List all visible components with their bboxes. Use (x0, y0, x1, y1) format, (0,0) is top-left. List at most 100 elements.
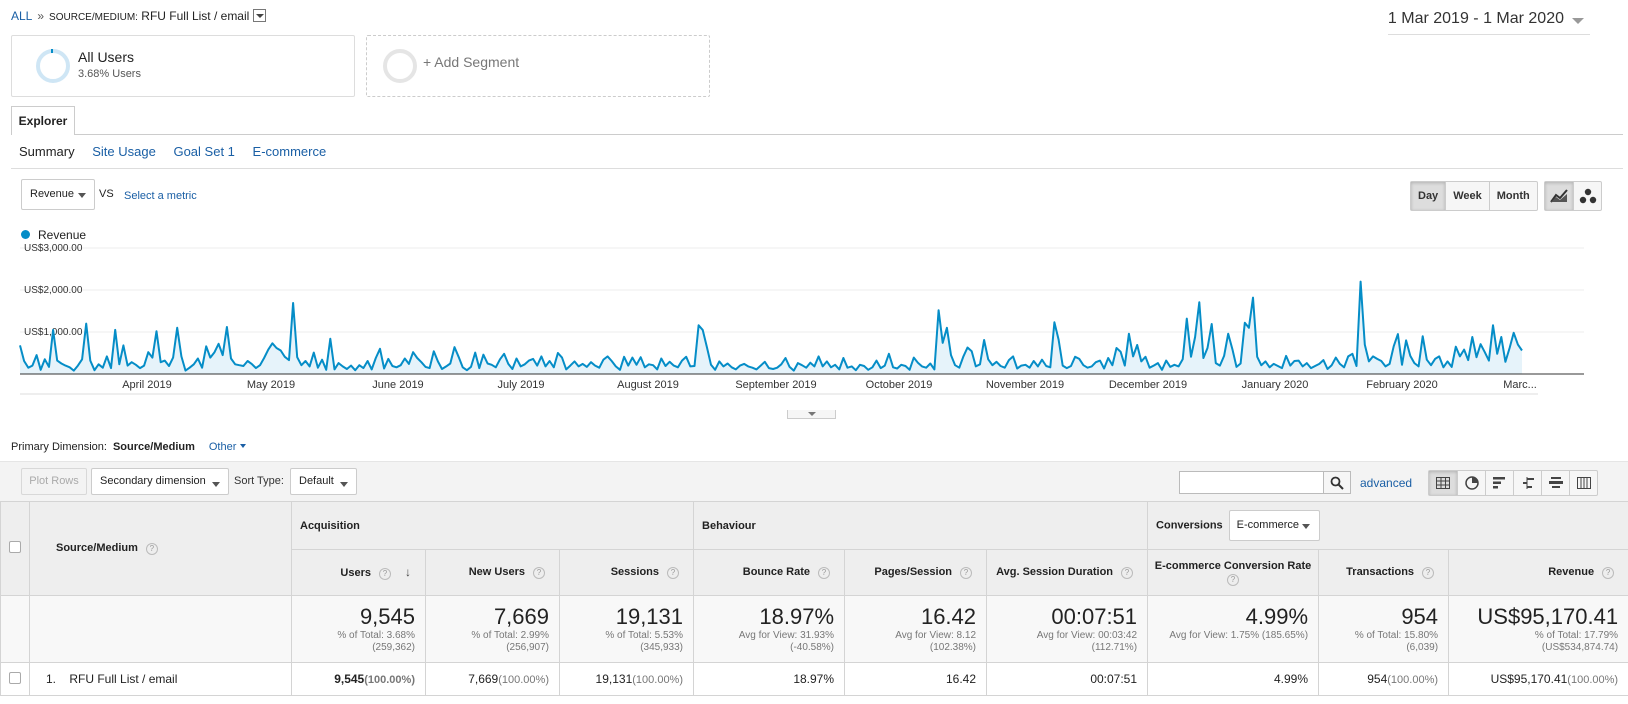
help-icon[interactable]: ? (667, 567, 680, 579)
week-button[interactable]: Week (1445, 182, 1489, 210)
table-view-icon[interactable] (1429, 471, 1457, 495)
advanced-filter-link[interactable]: advanced (1360, 476, 1413, 490)
column-avg-session-duration[interactable]: Avg. Session Duration? (986, 549, 1149, 596)
help-icon[interactable]: ? (1227, 573, 1240, 586)
secondary-dimension-select[interactable]: Secondary dimension (91, 468, 229, 495)
sort-type-select[interactable]: Default (290, 468, 357, 495)
table-view-group (1428, 470, 1598, 496)
row-revenue: US$95,170.41(100.00%) (1448, 662, 1628, 696)
x-tick-label: June 2019 (372, 379, 423, 391)
comparison-view-icon[interactable] (1513, 471, 1541, 495)
group-acquisition: Acquisition (290, 501, 695, 550)
segment-subtitle: 3.68% Users (78, 68, 141, 80)
column-bounce-rate[interactable]: Bounce Rate? (693, 549, 846, 596)
conversions-type-select[interactable]: E-commerce (1228, 510, 1320, 541)
column-ecommerce-conversion-rate[interactable]: E-commerce Conversion Rate? (1147, 549, 1320, 596)
add-segment-label: + Add Segment (423, 54, 520, 70)
row-new-users: 7,669(100.00%) (425, 662, 560, 696)
help-icon[interactable]: ? (533, 567, 545, 579)
column-new-users[interactable]: New Users? (425, 549, 560, 596)
day-button[interactable]: Day (1411, 182, 1446, 210)
total-sessions: 19,131% of Total: 5.53% (345,933) (558, 595, 695, 663)
tab-explorer[interactable]: Explorer (11, 106, 75, 135)
sort-desc-icon: ↓ (405, 565, 411, 579)
total-transactions: 954% of Total: 15.80% (6,039) (1318, 595, 1450, 663)
column-transactions[interactable]: Transactions? (1318, 549, 1450, 596)
column-users[interactable]: Users? ↓ (291, 549, 426, 596)
breadcrumb-dimension-value: RFU Full List / email (141, 9, 250, 23)
data-table: Source/Medium? Acquisition Behaviour Con… (0, 501, 1628, 696)
pie-view-icon[interactable] (1457, 471, 1485, 495)
x-tick-label: September 2019 (735, 379, 816, 391)
group-conversions: Conversions E-commerce (1147, 501, 1628, 550)
x-tick-label: April 2019 (122, 379, 172, 391)
select-all-checkbox[interactable] (9, 541, 21, 553)
help-icon[interactable]: ? (960, 567, 973, 579)
x-tick-label: Marc... (1503, 379, 1537, 391)
primary-dimension: Primary Dimension: Source/Medium Other (11, 441, 246, 453)
total-revenue: US$95,170.41% of Total: 17.79% (US$534,87… (1448, 595, 1628, 663)
add-segment-button[interactable]: + Add Segment (366, 35, 710, 97)
row-avg-session-duration: 00:07:51 (986, 662, 1149, 696)
dimension-header[interactable]: Source/Medium? (29, 501, 292, 596)
tab-divider (11, 134, 1623, 135)
table-search-input[interactable] (1179, 471, 1324, 494)
select-metric-link[interactable]: Select a metric (124, 190, 197, 202)
subtab-site-usage[interactable]: Site Usage (92, 144, 156, 159)
row-source-medium-link[interactable]: RFU Full List / email (69, 672, 178, 686)
row-sessions: 19,131(100.00%) (558, 662, 695, 696)
help-icon[interactable]: ? (379, 568, 391, 580)
row-transactions: 954(100.00%) (1318, 662, 1450, 696)
search-icon[interactable] (1323, 471, 1351, 494)
primary-dimension-other[interactable]: Other (209, 441, 247, 453)
help-icon[interactable]: ? (1602, 567, 1615, 579)
column-revenue[interactable]: Revenue? (1448, 549, 1628, 596)
total-users: 9,545% of Total: 3.68% (259,362) (291, 595, 426, 663)
column-pages-session[interactable]: Pages/Session? (844, 549, 988, 596)
help-icon[interactable]: ? (145, 543, 158, 555)
time-granularity-group: Day Week Month (1410, 181, 1538, 211)
segment-placeholder-icon (383, 49, 417, 83)
row-conversion-rate: 4.99% (1147, 662, 1320, 696)
total-new-users: 7,669% of Total: 2.99% (256,907) (425, 595, 560, 663)
line-chart-icon[interactable] (1545, 182, 1573, 210)
primary-dimension-source-medium[interactable]: Source/Medium (112, 441, 195, 453)
x-tick-label: November 2019 (986, 379, 1064, 391)
month-button[interactable]: Month (1488, 182, 1537, 210)
table-toolbar (0, 461, 1628, 501)
primary-dimension-label: Primary Dimension: (11, 441, 107, 453)
plot-rows-button[interactable]: Plot Rows (21, 468, 87, 495)
x-tick-label: January 2020 (1242, 379, 1309, 391)
row-checkbox[interactable] (9, 671, 21, 684)
performance-view-icon[interactable] (1485, 471, 1513, 495)
help-icon[interactable]: ? (1422, 567, 1435, 579)
x-tick-label: February 2020 (1366, 379, 1438, 391)
sort-type-label: Sort Type: (234, 475, 284, 487)
segment-all-users[interactable]: All Users 3.68% Users (11, 35, 355, 97)
subtab-goal-set-1[interactable]: Goal Set 1 (173, 144, 235, 159)
breadcrumb-all-link[interactable]: ALL (11, 9, 33, 23)
pivot-view-icon[interactable] (1569, 471, 1597, 495)
x-tick-label: August 2019 (617, 379, 679, 391)
column-sessions[interactable]: Sessions? (558, 549, 695, 596)
subtab-ecommerce[interactable]: E-commerce (252, 144, 327, 159)
totals-row: 9,545% of Total: 3.68% (259,362) 7,669% o… (0, 595, 1628, 663)
date-range-picker[interactable]: 1 Mar 2019 - 1 Mar 2020 (1387, 10, 1590, 35)
help-icon[interactable]: ? (1121, 567, 1134, 579)
breadcrumb-separator: » (37, 9, 45, 23)
breadcrumb-dropdown-button[interactable] (253, 9, 267, 22)
x-tick-label: October 2019 (866, 379, 933, 391)
motion-chart-icon[interactable] (1573, 182, 1601, 210)
table-row[interactable]: 1. RFU Full List / email 9,545(100.00%) … (0, 662, 1628, 696)
subtab-divider (11, 168, 1623, 169)
help-icon[interactable]: ? (818, 567, 831, 579)
subtab-summary[interactable]: Summary (19, 144, 75, 159)
metric-select[interactable]: Revenue (21, 179, 95, 210)
chart-collapse-handle[interactable] (787, 410, 836, 419)
term-cloud-view-icon[interactable] (1541, 471, 1569, 495)
totals-label-cell (29, 595, 292, 663)
total-conversion-rate: 4.99% Avg for View: 1.75% (185.65%) (1147, 595, 1320, 663)
y-tick-label: US$3,000.00 (24, 243, 83, 254)
legend-color-dot (21, 230, 30, 239)
